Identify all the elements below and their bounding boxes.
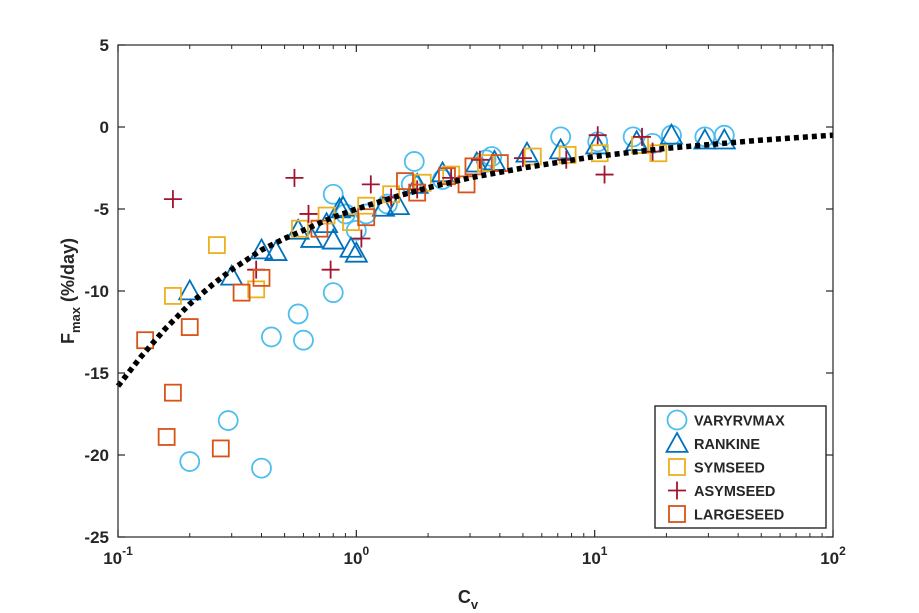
- y-tick-label: -25: [84, 528, 109, 547]
- data-point: [659, 122, 684, 145]
- data-point: [322, 282, 344, 304]
- data-point: [352, 229, 371, 248]
- data-point: [344, 240, 369, 263]
- data-point: [371, 195, 396, 217]
- data-point: [523, 147, 542, 166]
- legend-label: SYMSEED: [694, 461, 765, 477]
- data-point: [692, 127, 717, 150]
- x-tick-label: 10-1: [103, 544, 133, 568]
- legend-label: RANKINE: [694, 437, 760, 453]
- data-point: [464, 157, 483, 176]
- data-point: [163, 190, 182, 209]
- data-point: [558, 145, 577, 164]
- data-point: [247, 280, 266, 299]
- data-point: [208, 236, 226, 254]
- data-point: [251, 457, 272, 479]
- x-tick-exponent: 0: [362, 544, 369, 558]
- legend-marker: [668, 458, 686, 476]
- legend-label: ASYMSEED: [694, 484, 775, 500]
- series-symseed: [164, 136, 668, 305]
- data-point: [260, 326, 282, 348]
- legend-marker: [666, 409, 688, 431]
- data-point: [164, 287, 182, 305]
- legend-label: LARGESEED: [694, 508, 784, 524]
- data-point: [252, 268, 271, 287]
- data-point: [477, 154, 495, 172]
- data-point: [403, 151, 425, 172]
- x-axis-title-main: C: [458, 587, 471, 607]
- data-point: [338, 236, 364, 258]
- y-tick-label: -20: [84, 446, 109, 465]
- y-axis-title: Fmax (%/day): [58, 238, 83, 344]
- x-axis-title-sub: v: [471, 597, 479, 612]
- data-point: [649, 144, 668, 163]
- data-point: [357, 196, 376, 215]
- data-point: [287, 303, 309, 325]
- x-tick-label: 102: [820, 544, 846, 568]
- x-tick-base: 10: [103, 549, 122, 568]
- x-tick-label: 100: [344, 544, 370, 568]
- x-tick-base: 10: [344, 549, 363, 568]
- data-point: [514, 140, 540, 163]
- data-point: [211, 439, 230, 458]
- x-tick-label: 101: [582, 544, 608, 568]
- y-tick-label: -10: [84, 282, 109, 301]
- data-point: [249, 237, 274, 260]
- data-point: [584, 132, 609, 155]
- x-tick-exponent: -1: [122, 544, 133, 558]
- y-tick-label: 0: [100, 118, 109, 137]
- data-point: [232, 283, 251, 302]
- data-point: [293, 329, 314, 351]
- data-point: [588, 126, 607, 145]
- data-point: [470, 150, 489, 169]
- legend-marker: [668, 481, 686, 500]
- data-point: [357, 208, 376, 227]
- data-point: [291, 219, 309, 238]
- series-largeseed: [136, 154, 509, 458]
- data-point: [396, 172, 414, 191]
- data-point: [322, 183, 344, 205]
- data-point: [361, 175, 380, 194]
- data-point: [321, 227, 346, 250]
- data-point: [157, 428, 176, 446]
- data-point: [177, 278, 202, 301]
- data-point: [263, 239, 288, 261]
- legend: VARYRVMAX RANKINE SYMSEED ASYMSEED LARGESEED: [654, 405, 827, 529]
- x-tick-base: 10: [820, 549, 839, 568]
- data-point: [217, 410, 239, 431]
- data-point: [164, 383, 182, 402]
- y-tick-label: -5: [94, 200, 109, 219]
- y-axis-title-suffix: (%/day): [58, 238, 78, 307]
- data-point: [595, 165, 614, 184]
- data-point: [548, 137, 573, 160]
- data-point: [386, 193, 411, 216]
- data-point: [180, 318, 199, 336]
- legend-marker: [664, 431, 690, 453]
- data-point: [408, 183, 427, 202]
- data-point: [321, 260, 340, 279]
- x-tick-exponent: 2: [839, 544, 846, 558]
- fit-line: [115, 132, 834, 388]
- legend-label: VARYRVMAX: [694, 414, 785, 430]
- x-axis-title: Cv: [458, 587, 479, 612]
- legend-marker: [668, 505, 686, 523]
- data-point: [179, 451, 201, 472]
- y-tick-label: 5: [100, 36, 109, 55]
- data-point: [513, 149, 532, 168]
- data-point: [285, 168, 304, 187]
- x-tick-exponent: 1: [601, 544, 608, 558]
- data-point: [633, 127, 652, 146]
- data-point: [712, 127, 737, 150]
- data-point: [299, 204, 318, 223]
- y-tick-label: -15: [84, 364, 109, 383]
- y-axis-title-main: F: [58, 333, 78, 344]
- data-marks: [115, 122, 834, 479]
- y-axis-title-sub: max: [68, 306, 83, 333]
- x-tick-base: 10: [582, 549, 601, 568]
